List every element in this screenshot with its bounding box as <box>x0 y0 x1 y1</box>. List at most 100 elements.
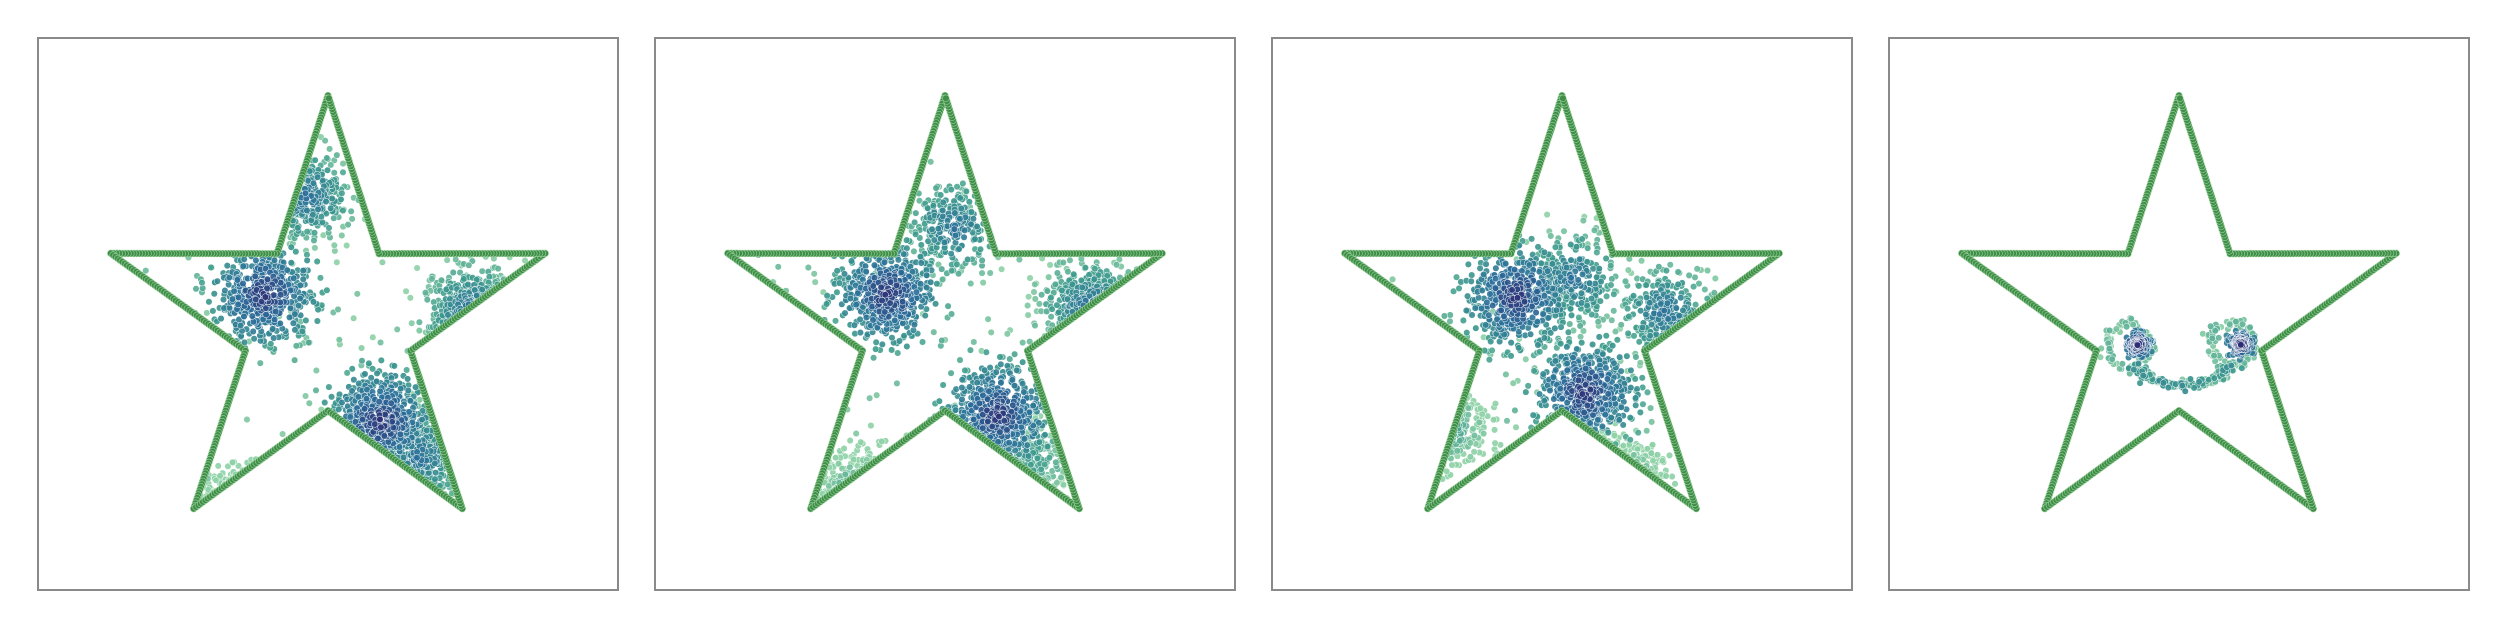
scatter-point <box>431 475 439 483</box>
scatter-point <box>1010 382 1019 390</box>
scatter-point <box>1027 461 1035 469</box>
scatter-point <box>877 283 885 291</box>
scatter-point <box>348 215 356 223</box>
scatter-point <box>327 204 335 212</box>
scatter-point <box>322 198 330 206</box>
scatter-point <box>415 327 423 335</box>
scatter-point <box>214 462 222 470</box>
scatter-point <box>1033 454 1041 462</box>
scatter-point <box>965 198 973 206</box>
scatter-point <box>303 256 311 264</box>
scatter-point <box>241 338 249 346</box>
scatter-point <box>334 305 342 313</box>
scatter-point <box>1113 261 1121 269</box>
scatter-point <box>912 209 920 217</box>
scatter-point <box>869 316 877 324</box>
scatter-point <box>387 399 395 407</box>
scatter-point <box>850 456 858 464</box>
scatter-point <box>917 241 925 249</box>
scatter-point <box>290 274 298 282</box>
scatter-point <box>250 335 258 343</box>
scatter-point <box>947 186 955 194</box>
scatter-point <box>408 319 416 327</box>
scatter-point <box>310 229 319 237</box>
scatter-point <box>893 379 901 387</box>
scatter-point <box>984 315 992 323</box>
scatter-point <box>979 279 987 287</box>
scatter-point <box>978 269 986 277</box>
scatter-point <box>880 258 889 266</box>
scatter-point <box>350 376 358 384</box>
scatter-point <box>970 415 978 423</box>
scatter-point <box>1009 401 1017 409</box>
scatter-point <box>400 453 408 461</box>
scatter-point <box>1025 293 1033 301</box>
scatter-point <box>361 370 369 378</box>
scatter-point <box>1005 439 1013 447</box>
scatter-point <box>835 460 843 468</box>
scatter-point <box>443 256 451 264</box>
scatter-point <box>316 274 324 282</box>
scatter-point <box>311 244 319 252</box>
scatter-point <box>1020 435 1028 443</box>
scatter-point <box>330 241 338 249</box>
scatter-point <box>997 360 1005 368</box>
scatter-point <box>939 198 947 206</box>
scatter-point <box>428 275 436 283</box>
scatter-point <box>921 312 929 320</box>
scatter-point <box>959 179 967 187</box>
scatter-point <box>287 243 295 251</box>
scatter-point <box>321 399 329 407</box>
scatter-point <box>1055 308 1063 316</box>
scatter-point <box>872 338 880 346</box>
scatter-point <box>395 443 404 451</box>
scatter-point <box>423 426 431 434</box>
scatter-point <box>248 312 256 320</box>
scatter-point <box>321 137 329 145</box>
scatter-point <box>985 387 993 395</box>
scatter-point <box>955 270 963 278</box>
scatter-point <box>958 376 966 384</box>
scatter-point <box>947 369 955 377</box>
scatter-point <box>393 325 401 333</box>
scatter-point <box>350 314 358 322</box>
scatter-point <box>923 284 931 292</box>
scatter-point <box>1064 268 1072 276</box>
scatter-point <box>344 221 352 229</box>
scatter-point <box>276 319 284 327</box>
scatter-point <box>899 298 907 306</box>
scatter-point <box>1027 387 1036 395</box>
scatter-point <box>378 258 386 266</box>
scatter-point <box>840 270 849 278</box>
scatter-point <box>256 359 264 367</box>
scatter-point <box>933 280 941 288</box>
scatter-point <box>903 236 911 244</box>
scatter-point <box>325 383 333 391</box>
scatter-point <box>971 235 979 243</box>
scatter-point <box>406 397 414 405</box>
scatter-point <box>494 265 502 273</box>
scatter-point <box>1031 295 1039 303</box>
scatter-point <box>960 233 968 241</box>
scatter-point <box>944 302 952 310</box>
scatter-point <box>978 256 986 264</box>
scatter-point <box>897 268 905 277</box>
scatter-point <box>878 340 886 348</box>
scatter-point <box>1041 431 1049 439</box>
scatter-point <box>900 250 908 258</box>
scatter-point <box>376 387 384 395</box>
scatter-point <box>294 224 302 232</box>
scatter-point <box>976 245 984 253</box>
scatter-point <box>975 399 983 407</box>
scatter-point <box>1066 256 1074 264</box>
scatter-point <box>292 248 300 256</box>
scatter-point <box>270 291 278 299</box>
scatter-point <box>314 173 322 181</box>
scatter-point <box>869 282 877 290</box>
scatter-point <box>230 287 238 295</box>
scatter-point <box>992 368 1000 376</box>
scatter-point <box>270 334 278 342</box>
scatter-point <box>203 309 211 317</box>
scatter-point <box>198 279 206 287</box>
